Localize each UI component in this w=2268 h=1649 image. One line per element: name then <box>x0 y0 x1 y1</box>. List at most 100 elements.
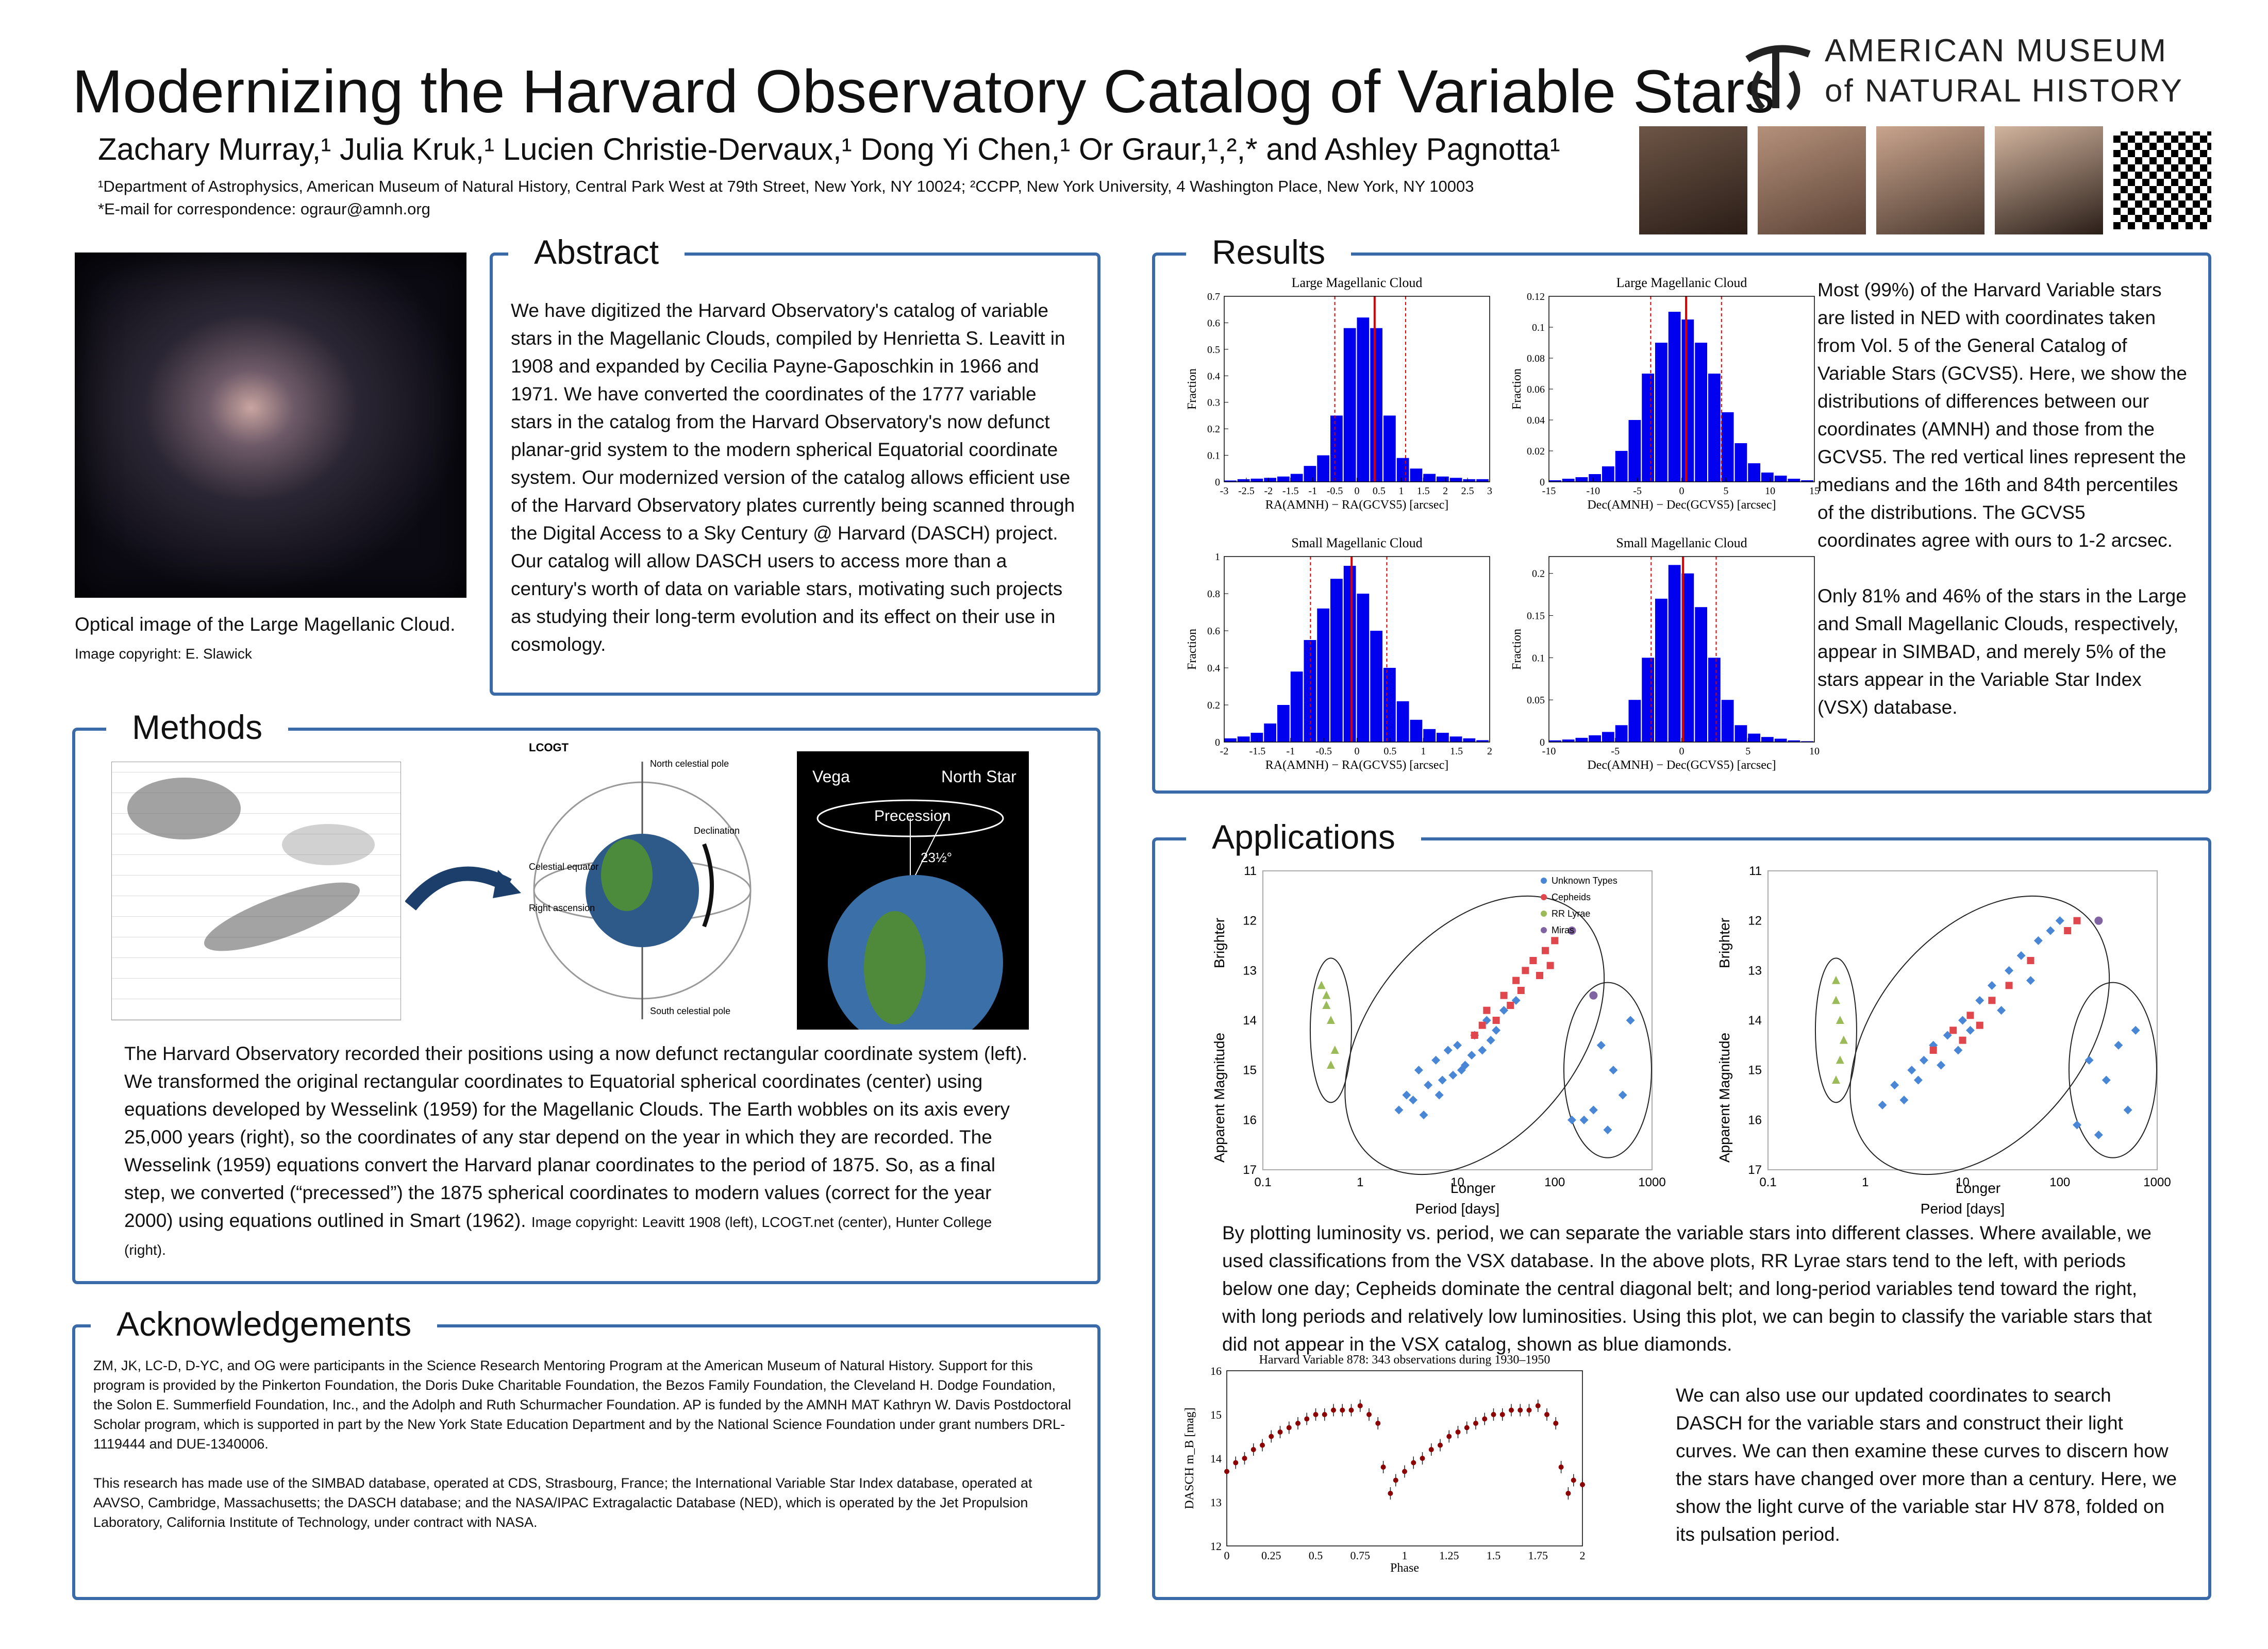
chart-title: Small Magellanic Cloud <box>1616 535 1747 550</box>
data-point <box>1836 1016 1844 1024</box>
data-point <box>1491 1412 1496 1417</box>
logo-line-1: AMERICAN MUSEUM <box>1825 33 2168 69</box>
celestial-sphere-diagram: North celestial pole South celestial pol… <box>529 741 752 1019</box>
acknowledgements-text: ZM, JK, LC-D, D-YC, and OG were particip… <box>93 1356 1073 1532</box>
x-tick-label: -0.5 <box>1315 746 1332 757</box>
plot-frame <box>1262 870 1653 1170</box>
histogram-bar <box>1748 463 1760 482</box>
data-point <box>1224 1469 1229 1474</box>
results-heading: Results <box>1186 232 1352 272</box>
data-point <box>1388 1491 1393 1496</box>
data-point <box>1393 1477 1398 1483</box>
histogram-bar <box>1761 473 1774 482</box>
precession-diagram: Vega North Star Precession 23½° <box>797 751 1029 1030</box>
data-point <box>1394 1105 1404 1115</box>
x-tick-label: 0 <box>1679 485 1685 497</box>
x-tick-label: 2 <box>1487 746 1492 757</box>
data-point <box>1448 1070 1458 1080</box>
histogram-bar <box>1396 701 1409 742</box>
y-tick-label: 13 <box>1748 964 1762 978</box>
data-point <box>1839 1035 1848 1044</box>
histogram-bar <box>1383 668 1396 742</box>
x-tick-label: -1.5 <box>1249 746 1266 757</box>
poster-title: Modernizing the Harvard Observatory Cata… <box>72 58 1775 126</box>
histogram-bar <box>1801 741 1813 742</box>
y-tick-label: 12 <box>1748 914 1762 928</box>
data-point <box>1380 1465 1386 1470</box>
data-point <box>1589 1105 1598 1115</box>
x-tick-label: -1 <box>1286 746 1295 757</box>
y-axis-label: Apparent Magnitude <box>1716 1033 1732 1163</box>
histogram-bar <box>1383 415 1396 482</box>
data-point <box>1330 1046 1339 1054</box>
histogram-bar <box>1735 725 1747 742</box>
x-tick-label: -5 <box>1633 485 1642 497</box>
data-point <box>1250 1447 1256 1452</box>
precession-label: Precession <box>874 807 950 824</box>
y-tick-label: 13 <box>1243 964 1257 978</box>
y-axis-label: Fraction <box>1510 629 1524 670</box>
data-point <box>1482 1416 1488 1422</box>
applications-heading: Applications <box>1186 817 1421 856</box>
histogram-bar <box>1343 566 1356 742</box>
acknowledgements-paragraph: This research has made use of the SIMBAD… <box>93 1475 1032 1530</box>
data-point <box>1375 1421 1381 1426</box>
data-point <box>1467 1051 1476 1060</box>
data-point <box>1357 1403 1363 1408</box>
x-tick-label: -1 <box>1308 485 1317 497</box>
data-point <box>1966 1012 1974 1019</box>
histogram-bar <box>1224 480 1237 482</box>
histogram-bar <box>1668 312 1681 482</box>
data-point <box>1907 1066 1916 1075</box>
long-period-group-ellipse <box>1563 982 1652 1158</box>
histogram-bar <box>1250 733 1263 742</box>
data-point <box>1304 1416 1310 1422</box>
histogram-bar <box>1602 732 1614 742</box>
light-curve-hv878: Harvard Variable 878: 343 observations d… <box>1183 1353 1586 1575</box>
histogram-bar <box>1330 415 1343 482</box>
data-point <box>1517 1407 1523 1413</box>
x-axis-label: Period [days] <box>1415 1201 1499 1217</box>
data-point <box>1260 1442 1265 1448</box>
y-tick-label: 0.5 <box>1207 344 1220 356</box>
x-tick-label: 1 <box>1402 1549 1408 1562</box>
histogram-bar <box>1589 474 1601 482</box>
x-tick-label: 0 <box>1355 746 1360 757</box>
tilt-angle-label: 23½° <box>921 850 952 865</box>
data-point <box>1348 1407 1354 1413</box>
rr-lyrae-group-ellipse <box>1814 957 1857 1103</box>
qr-code[interactable] <box>2108 126 2216 234</box>
y-tick-label: 0 <box>1215 477 1220 488</box>
x-tick-label: -2 <box>1220 746 1229 757</box>
x-tick-label: 0.1 <box>1254 1175 1271 1189</box>
curved-arrow-icon <box>405 866 521 911</box>
data-point <box>1286 1425 1292 1431</box>
y-tick-label: 16 <box>1748 1113 1762 1127</box>
histogram-bar <box>1788 479 1800 482</box>
histogram-bar <box>1721 412 1734 482</box>
histogram-smc-dec: Small Magellanic Cloud -10 -5 0 5 10 0 0.05 0.1 0… <box>1510 535 1820 772</box>
lcogt-logo: LCOGT <box>529 741 569 754</box>
histogram-bar <box>1549 740 1561 742</box>
x-tick-label: -2 <box>1264 485 1273 497</box>
acknowledgements-heading: Acknowledgements <box>91 1304 438 1343</box>
histogram-bar <box>1695 343 1707 482</box>
y-tick-label: 0.8 <box>1207 588 1220 600</box>
y-tick-label: 0.1 <box>1207 450 1220 462</box>
y-tick-label: 15 <box>1210 1408 1222 1421</box>
data-point <box>1438 1442 1443 1448</box>
data-point <box>1589 991 1598 1000</box>
histogram-bar <box>1801 480 1813 482</box>
histogram-bar <box>1224 738 1237 742</box>
histogram-bar <box>1774 476 1787 482</box>
methods-text: The Harvard Observatory recorded their p… <box>124 1040 1031 1263</box>
cepheid-group-ellipse <box>1344 895 1605 1175</box>
results-paragraph: Only 81% and 46% of the stars in the Lar… <box>1817 585 2187 718</box>
histogram-bar <box>1463 738 1476 742</box>
data-point <box>2016 951 2026 960</box>
data-point <box>1340 1407 1345 1413</box>
x-tick-label: 1 <box>1357 1175 1363 1189</box>
histogram-lmc-ra: Large Magellanic Cloud -3 -2.5 -2 -1.5 -1 -0.5… <box>1186 275 1492 512</box>
x-tick-label: 100 <box>2049 1175 2070 1189</box>
x-tick-label: 1 <box>1398 485 1404 497</box>
